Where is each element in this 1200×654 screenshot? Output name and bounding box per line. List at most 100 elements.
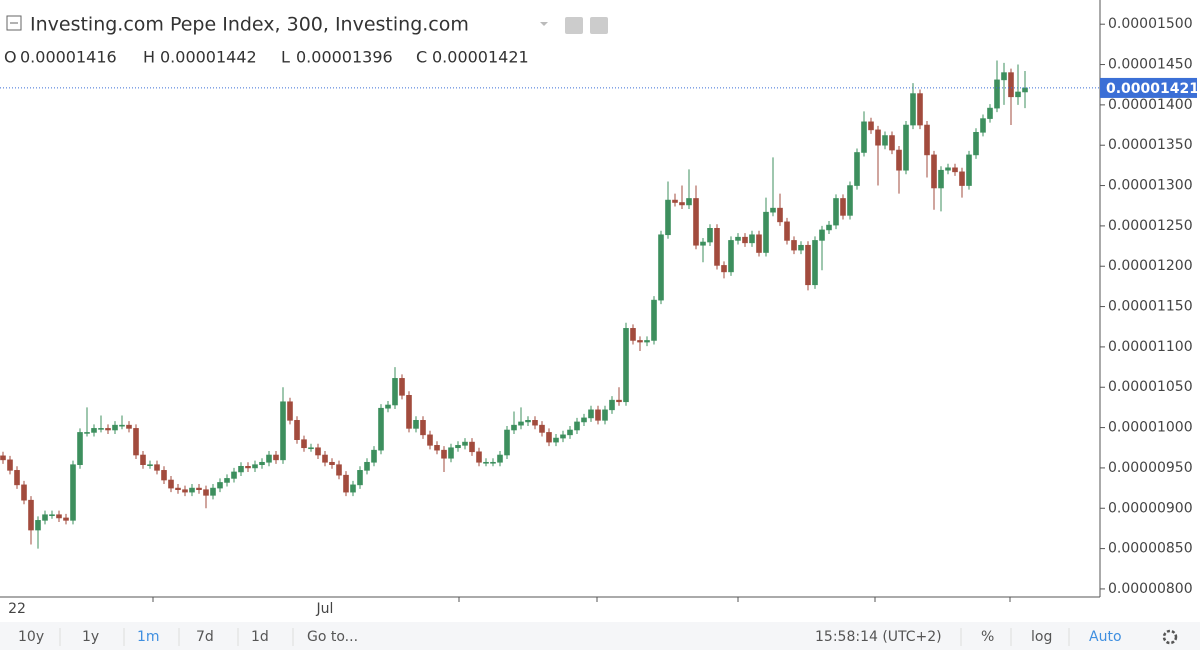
candle-body — [945, 167, 951, 171]
candle-body — [469, 441, 475, 453]
candle-body — [770, 207, 776, 213]
candle-body — [364, 461, 370, 471]
candle-body — [287, 401, 293, 421]
candle-body — [427, 434, 433, 446]
range-button[interactable]: 1m — [137, 629, 160, 645]
candle-body — [812, 240, 818, 286]
y-tick-label: 0.00001250 — [1108, 218, 1193, 234]
candle-body — [1008, 72, 1014, 98]
candle-body — [889, 135, 895, 151]
range-button[interactable]: 7d — [196, 629, 214, 645]
candle-body — [875, 129, 881, 146]
candle-body — [630, 328, 636, 341]
candle-body — [448, 447, 454, 459]
y-tick-label: 0.00000950 — [1108, 460, 1193, 476]
candle-body — [588, 409, 594, 419]
candle-body — [581, 417, 587, 423]
candle-body — [553, 437, 559, 443]
candle-body — [784, 221, 790, 241]
candle-body — [336, 464, 342, 476]
readout-value: 0.00001416 — [20, 48, 117, 67]
settings-icon[interactable] — [565, 17, 583, 34]
gear-icon[interactable] — [1162, 629, 1178, 645]
readout-value: 0.00001421 — [432, 48, 529, 67]
candle-body — [728, 240, 734, 273]
option-button[interactable]: Auto — [1089, 629, 1122, 645]
candle-body — [525, 420, 531, 423]
candle-body — [700, 241, 706, 246]
candle-body — [217, 482, 223, 489]
candle-body — [441, 449, 447, 459]
candle-body — [63, 517, 69, 521]
candle-body — [896, 149, 902, 171]
candle-body — [721, 265, 727, 273]
candle-body — [483, 461, 489, 464]
candle-body — [511, 424, 517, 431]
candle-body — [777, 207, 783, 223]
y-tick-label: 0.00001300 — [1108, 178, 1193, 194]
candle-body — [273, 454, 279, 461]
candle-body — [567, 429, 573, 436]
candle-body — [112, 424, 118, 431]
candle-body — [413, 420, 419, 429]
candle-body — [476, 451, 482, 463]
candle-body — [35, 520, 41, 531]
option-button[interactable]: % — [981, 629, 994, 645]
candle-body — [882, 135, 888, 146]
candle-body — [56, 514, 62, 519]
candle-body — [385, 404, 391, 409]
title-menu-arrow[interactable] — [540, 22, 548, 26]
goto-button[interactable]: Go to... — [307, 629, 358, 645]
candle-body — [532, 420, 538, 426]
candle-body — [98, 428, 104, 430]
candle-body — [504, 429, 510, 456]
chart-title: Investing.com Pepe Index, 300, Investing… — [30, 14, 469, 36]
candle-body — [833, 198, 839, 226]
candle-body — [854, 152, 860, 186]
candle-body — [980, 118, 986, 133]
y-tick-label: 0.00001400 — [1108, 97, 1193, 113]
candle-body — [798, 244, 804, 251]
candle-body — [259, 461, 265, 465]
range-button[interactable]: 1y — [82, 629, 99, 645]
candle-body — [490, 461, 496, 464]
candle-body — [140, 454, 146, 465]
readout-value: 0.00001442 — [160, 48, 257, 67]
close-icon[interactable] — [590, 17, 608, 34]
candle-body — [609, 399, 615, 411]
candle-body — [462, 441, 468, 446]
candle-body — [245, 466, 251, 469]
candle-body — [28, 499, 34, 531]
candle-body — [301, 439, 307, 449]
candle-body — [147, 464, 153, 466]
last-price-label: 0.00001421 — [1106, 81, 1199, 97]
candle-body — [343, 474, 349, 493]
toolbar — [0, 622, 1200, 650]
candle-body — [735, 236, 741, 241]
candle-body — [280, 401, 286, 461]
time-axis-ticks — [152, 597, 1011, 602]
candle-body — [1015, 91, 1021, 98]
candle-body — [805, 244, 811, 286]
y-tick-label: 0.00001500 — [1108, 16, 1193, 32]
candle-body — [189, 487, 195, 493]
candle-body — [315, 447, 321, 456]
candle-body — [966, 154, 972, 186]
candle-body — [84, 432, 90, 434]
candle-body — [742, 236, 748, 244]
candle-body — [763, 211, 769, 253]
candle-body — [623, 328, 629, 403]
candle-body — [1001, 72, 1007, 81]
range-button[interactable]: 1d — [251, 629, 269, 645]
candle-body — [518, 421, 524, 426]
option-button[interactable]: log — [1031, 629, 1052, 645]
candle-body — [637, 340, 643, 343]
candle-body — [917, 93, 923, 126]
candle-body — [210, 487, 216, 496]
range-button[interactable]: 10y — [18, 629, 44, 645]
collapse-button[interactable] — [6, 15, 22, 31]
candle-body — [952, 167, 958, 173]
candle-body — [252, 464, 258, 469]
